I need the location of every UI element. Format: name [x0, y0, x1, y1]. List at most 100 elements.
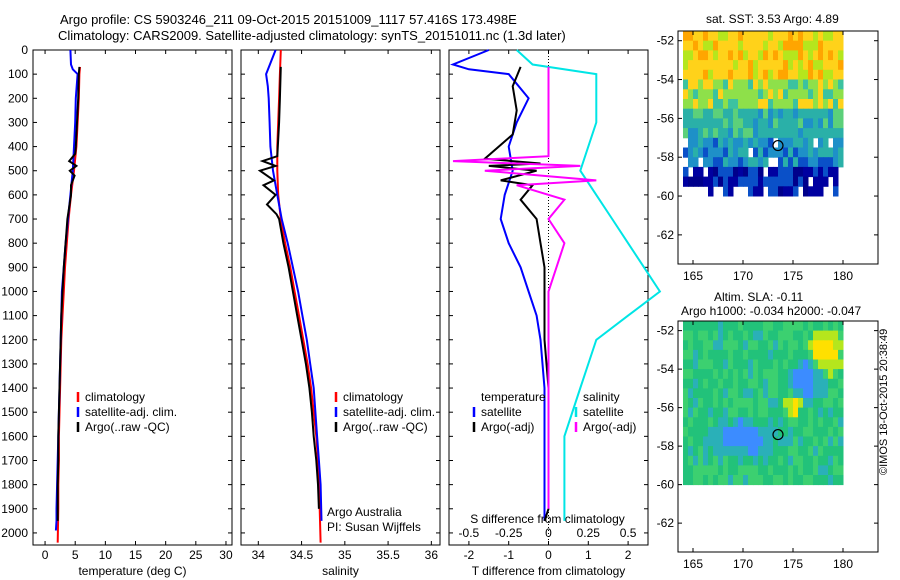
map-cell — [788, 378, 794, 389]
map-cell — [698, 50, 704, 61]
map-cell — [753, 157, 759, 168]
map-cell — [683, 321, 689, 332]
map-cell — [723, 31, 729, 42]
map-cell — [753, 388, 759, 399]
map-cell — [793, 369, 799, 380]
salinity-x-tick-label: 34 — [252, 548, 266, 562]
map-cell — [838, 147, 844, 158]
map-cell — [788, 108, 794, 119]
map-cell — [758, 475, 764, 486]
map-cell — [778, 99, 784, 110]
map-cell — [688, 417, 694, 428]
map-cell — [828, 128, 834, 139]
map-cell — [718, 118, 724, 129]
map-cell — [763, 426, 769, 437]
map-cell — [688, 475, 694, 486]
map-cell — [683, 475, 689, 486]
map-cell — [683, 31, 689, 42]
map-cell — [828, 330, 834, 341]
map-cell — [798, 388, 804, 399]
map-cell — [688, 89, 694, 100]
depth-tick-label: 600 — [8, 188, 28, 202]
map-cell — [763, 99, 769, 110]
map-cell — [748, 118, 754, 129]
map-cell — [728, 157, 734, 168]
map-cell — [778, 50, 784, 61]
map-cell — [708, 417, 714, 428]
map-cell — [803, 147, 809, 158]
map-cell — [838, 321, 844, 332]
map-cell — [693, 436, 699, 447]
map-cell — [813, 108, 819, 119]
map-cell — [793, 147, 799, 158]
map-cell — [773, 446, 779, 457]
map-cell — [783, 40, 789, 51]
map-cell — [713, 50, 719, 61]
map-cell — [763, 436, 769, 447]
map-cell — [778, 398, 784, 409]
map-cell — [793, 349, 799, 360]
map-cell — [818, 166, 824, 178]
map-cell — [688, 31, 694, 42]
map-cell — [828, 417, 834, 428]
map-cell — [768, 417, 774, 428]
map-cell — [733, 359, 739, 370]
map-cell — [718, 79, 724, 90]
map-cell — [818, 321, 824, 332]
sla_map-field — [683, 321, 844, 486]
map-cell — [708, 79, 714, 90]
map-cell — [833, 349, 839, 360]
map-cell — [773, 147, 779, 158]
map-cell — [788, 166, 794, 178]
map-cell — [758, 69, 764, 80]
map-cell — [788, 50, 794, 61]
map-cell — [688, 147, 694, 158]
map-cell — [683, 108, 689, 119]
map-cell — [728, 475, 734, 486]
map-cell — [718, 417, 724, 428]
map-cell — [713, 407, 719, 418]
map-cell — [683, 398, 689, 409]
map-cell — [783, 455, 789, 466]
map-cell — [703, 378, 709, 389]
map-cell — [783, 147, 789, 158]
map-cell — [688, 79, 694, 90]
sla_map-y-tick-label: -52 — [657, 324, 675, 338]
map-cell — [733, 446, 739, 457]
map-cell — [708, 128, 714, 139]
temperature-x-tick-label: 0 — [42, 548, 49, 562]
map-cell — [783, 118, 789, 129]
map-cell — [703, 60, 709, 71]
map-cell — [788, 89, 794, 100]
map-cell — [838, 446, 844, 457]
map-cell — [798, 31, 804, 42]
map-cell — [773, 359, 779, 370]
map-cell — [708, 118, 714, 129]
map-cell — [783, 349, 789, 360]
map-cell — [703, 340, 709, 351]
map-cell — [683, 388, 689, 399]
map-cell — [788, 137, 794, 148]
map-cell — [778, 108, 784, 119]
map-cell — [788, 157, 794, 168]
map-cell — [793, 40, 799, 51]
map-cell — [783, 398, 789, 409]
map-cell — [818, 426, 824, 437]
map-cell — [768, 465, 774, 476]
map-cell — [828, 40, 834, 51]
map-cell — [833, 446, 839, 457]
map-cell — [818, 79, 824, 90]
map-cell — [808, 118, 814, 129]
map-cell — [778, 340, 784, 351]
map-cell — [698, 99, 704, 110]
map-cell — [733, 108, 739, 119]
map-cell — [698, 166, 704, 178]
map-cell — [718, 378, 724, 389]
map-cell — [818, 465, 824, 476]
map-cell — [773, 60, 779, 71]
map-cell — [803, 417, 809, 428]
map-cell — [823, 99, 829, 110]
map-cell — [763, 118, 769, 129]
map-cell — [773, 99, 779, 110]
map-cell — [728, 426, 734, 437]
